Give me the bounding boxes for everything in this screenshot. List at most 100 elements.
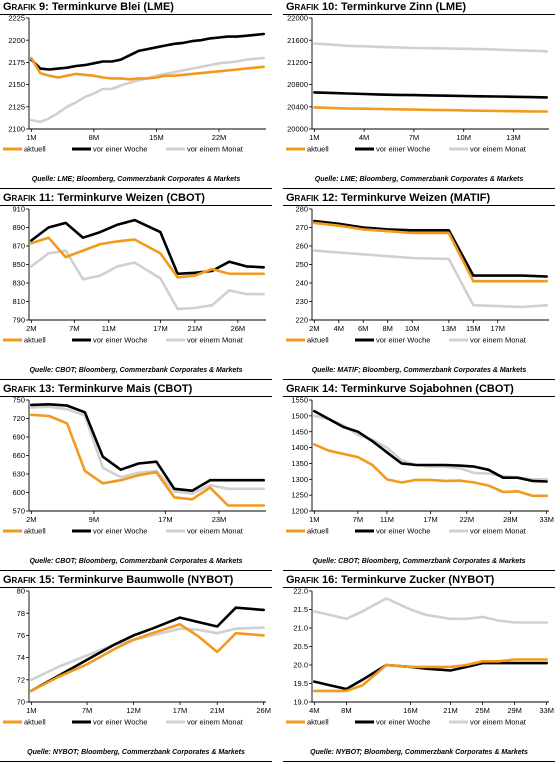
series-line-woche [29,218,266,276]
x-tick-label: 21M [188,324,203,333]
panel-prefix: Grafik 13: [3,383,55,395]
chart-panel-zucker: Grafik 16: Terminkurve Zucker (NYBOT) 19… [283,573,560,764]
x-tick-label: 11M [102,324,116,333]
x-tick-label: 4M [334,324,344,333]
y-tick-label: 21600 [287,36,308,45]
series-line-woche [312,91,549,99]
panel-title-text: Terminkurve Mais (CBOT) [58,383,193,395]
title-rule [0,205,272,206]
series-line-monat [312,249,549,309]
panel-title: Grafik 16: Terminkurve Zucker (NYBOT) [286,574,494,586]
y-tick-label: 20.0 [293,661,308,670]
panel-title-text: Terminkurve Blei (LME) [51,1,174,13]
title-rule [283,396,555,397]
chart-panel-weizen-cbot: Grafik 11: Terminkurve Weizen (CBOT) 790… [0,191,280,382]
chart-svg: 220 230 240 250 260 270 280 2M 4M 6M 8M 10M 13M 15M 17… [286,205,549,345]
series-line-monat [312,597,549,624]
panel-title: Grafik 11: Terminkurve Weizen (CBOT) [3,192,205,204]
y-tick-label: 21.0 [293,624,308,633]
bottom-rule [0,379,272,380]
y-tick-label: 1550 [291,396,308,405]
legend-label-monat: vor einem Monat [187,718,244,727]
y-tick-label: 250 [295,260,308,269]
y-tick-label: 70 [17,698,25,707]
bottom-rule [283,761,555,762]
x-tick-label: 17M [423,515,438,524]
y-tick-label: 790 [12,316,25,325]
x-tick-label: 11M [380,515,394,524]
y-tick-label: 1250 [291,491,308,500]
panel-prefix: Grafik 16: [286,574,338,586]
x-tick-label: 15M [466,324,481,333]
legend-label-woche: vor einer Woche [376,718,430,727]
chart-svg: 20000 20400 20800 21200 21600 22000 1M 4M 7M 10M 1… [286,14,549,154]
x-tick-label: 26M [231,324,246,333]
legend-label-monat: vor einem Monat [470,527,527,536]
panel-title: Grafik 13: Terminkurve Mais (CBOT) [3,383,192,395]
title-rule [0,14,272,15]
y-tick-label: 830 [12,279,25,288]
chart-svg: 570 600 630 660 690 720 750 2M 9M 17M 23M aktuell vo… [3,396,266,536]
x-tick-label: 12M [126,706,141,715]
y-tick-label: 74 [17,653,25,662]
series-line-aktuell [29,413,266,507]
y-tick-label: 21.5 [293,605,308,614]
x-tick-label: 17M [173,706,188,715]
panel-title: Grafik 9: Terminkurve Blei (LME) [3,1,174,13]
series-line-aktuell [29,236,266,279]
y-tick-label: 660 [12,451,25,460]
x-tick-label: 28M [503,515,518,524]
x-tick-label: 29M [507,706,522,715]
y-tick-label: 750 [12,396,25,405]
legend-label-monat: vor einem Monat [187,527,244,536]
series-line-monat [312,42,549,53]
y-tick-label: 78 [17,609,25,618]
y-tick-label: 2225 [8,14,25,23]
x-tick-label: 8M [382,324,392,333]
series-line-monat [312,414,549,481]
source-note: Quelle: LME; Bloomberg, Commerzbank Corp… [314,176,524,183]
series-line-aktuell [312,221,549,283]
legend-label-woche: vor einer Woche [93,145,147,154]
x-tick-label: 6M [358,324,368,333]
legend-label-woche: vor einer Woche [93,336,147,345]
y-tick-label: 600 [12,488,25,497]
chart-panel-weizen-matif: Grafik 12: Terminkurve Weizen (MATIF) 22… [283,191,560,382]
legend-label-monat: vor einem Monat [470,336,527,345]
x-tick-label: 26M [256,706,271,715]
x-tick-label: 23M [212,515,227,524]
legend-label-aktuell: aktuell [307,145,329,154]
legend-label-woche: vor einer Woche [376,336,430,345]
x-tick-label: 16M [403,706,418,715]
y-tick-label: 270 [295,223,308,232]
y-tick-label: 80 [17,587,25,596]
y-tick-label: 76 [17,631,25,640]
y-tick-label: 260 [295,242,308,251]
source-note: Quelle: NYBOT; Bloomberg, Commerzbank Co… [310,749,528,756]
chart-svg: 790 810 830 850 870 890 910 2M 7M 11M 17M 21M 26M akt… [3,205,266,345]
chart-svg: 70 72 74 76 78 80 1M 7M 12M 17M 21M 26M aktuell vor e… [3,587,271,727]
x-tick-label: 10M [405,324,420,333]
x-tick-label: 9M [89,515,99,524]
legend-label-woche: vor einer Woche [93,527,147,536]
source-note: Quelle: CBOT; Bloomberg, Commerzbank Cor… [312,558,526,565]
legend-label-aktuell: aktuell [307,336,329,345]
y-tick-label: 230 [295,297,308,306]
y-tick-label: 1200 [291,507,308,516]
legend-label-monat: vor einem Monat [187,145,244,154]
panel-prefix: Grafik 15: [3,574,55,586]
y-tick-label: 240 [295,279,308,288]
title-rule [283,14,555,15]
x-tick-label: 22M [460,515,475,524]
y-tick-label: 22.0 [293,587,308,596]
source-note: Quelle: CBOT; Bloomberg, Commerzbank Cor… [29,367,243,374]
x-tick-label: 2M [309,324,319,333]
y-tick-label: 630 [12,470,25,479]
chart-panel-zinn: Grafik 10: Terminkurve Zinn (LME) 20000 2… [283,0,560,191]
y-tick-label: 570 [12,507,25,516]
x-tick-label: 17M [158,515,173,524]
y-tick-label: 2150 [8,80,25,89]
bottom-rule [0,570,272,571]
y-tick-label: 890 [12,223,25,232]
y-tick-label: 2175 [8,58,25,67]
